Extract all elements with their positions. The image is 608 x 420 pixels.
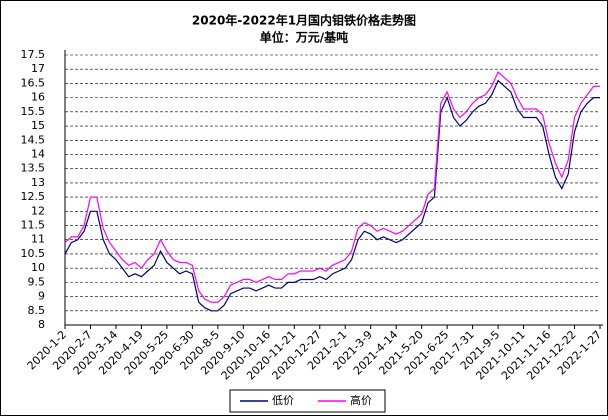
y-tick-label: 16.5 [21,76,46,89]
chart-subtitle: 单位：万元/基吨 [260,30,348,45]
y-tick-label: 9.5 [28,275,46,288]
y-tick-label: 9 [38,290,45,303]
y-tick-label: 15 [31,119,45,132]
y-tick-label: 8.5 [28,304,46,317]
y-tick-label: 10.5 [21,247,46,260]
y-tick-label: 11 [31,233,45,246]
y-tick-label: 10 [31,261,45,274]
legend [229,389,386,413]
chart-title: 2020年-2022年1月国内钼铁价格走势图 [192,13,416,28]
y-tick-label: 15.5 [21,105,46,118]
y-tick-label: 8 [38,318,45,331]
y-tick-label: 11.5 [21,219,46,232]
y-tick-label: 16 [31,91,45,104]
series-line [64,71,600,303]
y-tick-label: 12.5 [21,190,46,203]
y-tick-label: 14 [31,147,45,160]
y-tick-label: 17.5 [21,48,46,61]
legend-label: 低价 [272,394,294,407]
y-tick-label: 13 [31,176,45,189]
y-tick-label: 12 [31,204,45,217]
y-tick-label: 13.5 [21,162,46,175]
y-tick-label: 14.5 [21,133,46,146]
legend-label: 高价 [350,393,372,407]
series-line [64,79,600,312]
y-tick-label: 17 [31,62,45,75]
